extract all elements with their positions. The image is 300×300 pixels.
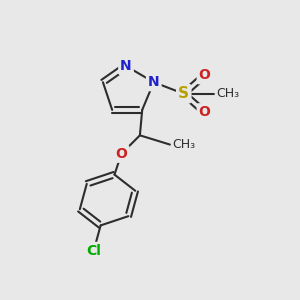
Text: O: O xyxy=(199,68,211,82)
Text: O: O xyxy=(199,105,211,119)
Text: N: N xyxy=(120,59,132,73)
Text: CH₃: CH₃ xyxy=(172,138,195,151)
Text: Cl: Cl xyxy=(86,244,101,258)
Text: O: O xyxy=(116,147,127,161)
Text: CH₃: CH₃ xyxy=(216,87,239,100)
Text: S: S xyxy=(178,86,189,101)
Text: N: N xyxy=(148,75,160,89)
